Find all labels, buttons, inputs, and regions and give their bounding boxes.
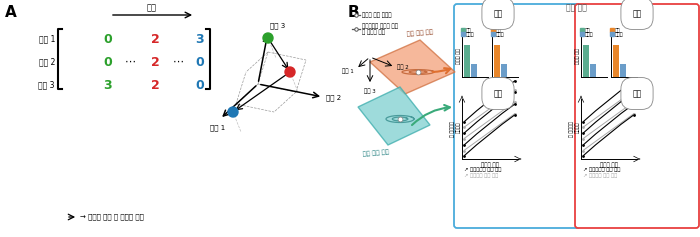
Text: 네트워크내 시간에 따른
뇌 활성화 정도: 네트워크내 시간에 따른 뇌 활성화 정도 — [362, 23, 398, 35]
Text: 복셀 1: 복셀 1 — [38, 35, 55, 44]
Text: 대조군: 대조군 — [496, 32, 505, 36]
Bar — [494, 45, 500, 77]
Text: 복셀 1: 복셀 1 — [211, 124, 225, 131]
Text: 자극의 세기: 자극의 세기 — [600, 162, 618, 168]
Text: 더 파와를로
받아들임: 더 파와를로 받아들임 — [450, 121, 461, 137]
Bar — [620, 64, 626, 77]
Text: 대조군: 대조군 — [585, 32, 594, 36]
Text: ↗ 재구성된 통증 보고: ↗ 재구성된 통증 보고 — [583, 173, 617, 178]
Text: 복셀 3: 복셀 3 — [38, 81, 55, 90]
Text: 통합: 통합 — [494, 89, 503, 98]
Text: ⋯: ⋯ — [125, 57, 136, 67]
Bar — [464, 45, 470, 77]
Text: 자극 하위 공간: 자극 하위 공간 — [407, 29, 433, 37]
Text: ↗ 피험자들의 통증 보고: ↗ 피험자들의 통증 보고 — [583, 167, 620, 172]
Text: 대조군: 대조군 — [615, 32, 624, 36]
Text: 3: 3 — [196, 32, 204, 46]
Text: A: A — [5, 5, 17, 20]
Text: 복셀 2: 복셀 2 — [38, 58, 55, 67]
Text: 기대: 기대 — [585, 27, 591, 32]
Text: 기대: 기대 — [466, 27, 472, 32]
Text: → 시간에 따른 뇌 활성화 정도: → 시간에 따른 뇌 활성화 정도 — [80, 214, 144, 220]
Bar — [471, 64, 477, 77]
Text: ↗ 재구성된 통증 보고: ↗ 재구성된 통증 보고 — [464, 173, 498, 178]
Text: 복셀 1: 복셀 1 — [342, 68, 354, 74]
Text: 하나의 시간 포인트: 하나의 시간 포인트 — [362, 12, 391, 18]
Text: 자극: 자극 — [496, 27, 502, 32]
Text: 0: 0 — [104, 55, 113, 68]
Text: 0: 0 — [195, 78, 204, 91]
Text: 뇌영상 신호: 뇌영상 신호 — [575, 48, 580, 64]
Text: 복셀 3: 복셀 3 — [364, 88, 376, 94]
Text: 2: 2 — [150, 55, 160, 68]
Bar — [583, 45, 589, 77]
Text: 통합: 통합 — [632, 89, 642, 98]
Text: 자극: 자극 — [615, 27, 621, 32]
Text: 낙음: 낙음 — [484, 3, 496, 12]
Polygon shape — [370, 40, 455, 94]
Bar — [590, 64, 596, 77]
Text: 복셀 2: 복셀 2 — [397, 64, 409, 70]
Text: 3: 3 — [104, 78, 112, 91]
FancyBboxPatch shape — [575, 4, 699, 228]
Polygon shape — [358, 87, 430, 145]
Text: 기대 하위 공간: 기대 하위 공간 — [363, 149, 390, 157]
FancyBboxPatch shape — [454, 4, 580, 228]
Text: 0: 0 — [195, 55, 204, 68]
Text: 대조군: 대조군 — [466, 32, 475, 36]
Bar — [613, 45, 619, 77]
Text: 뇌영상 신호: 뇌영상 신호 — [456, 48, 461, 64]
Text: B: B — [348, 5, 360, 20]
Text: 보존: 보존 — [494, 9, 503, 18]
Text: 복셀 3: 복셀 3 — [270, 22, 286, 29]
Text: 자극의 세기: 자극의 세기 — [481, 162, 499, 168]
Circle shape — [285, 67, 295, 77]
Text: 0: 0 — [104, 32, 113, 46]
Text: ↗ 피험자들의 통증 보고: ↗ 피험자들의 통증 보고 — [464, 167, 501, 172]
Circle shape — [228, 107, 238, 117]
Bar — [501, 64, 507, 77]
Circle shape — [263, 33, 273, 43]
Text: 피질 계층: 피질 계층 — [566, 3, 587, 12]
Text: 시간: 시간 — [147, 3, 157, 12]
Text: ⋯: ⋯ — [172, 57, 183, 67]
Text: 보존: 보존 — [632, 9, 642, 18]
Text: 높음: 높음 — [631, 3, 643, 12]
Text: 복셀 2: 복셀 2 — [326, 95, 341, 101]
Text: 2: 2 — [150, 32, 160, 46]
Text: 2: 2 — [150, 78, 160, 91]
Text: 더 파와를로
받아들임: 더 파와를로 받아들임 — [569, 121, 580, 137]
